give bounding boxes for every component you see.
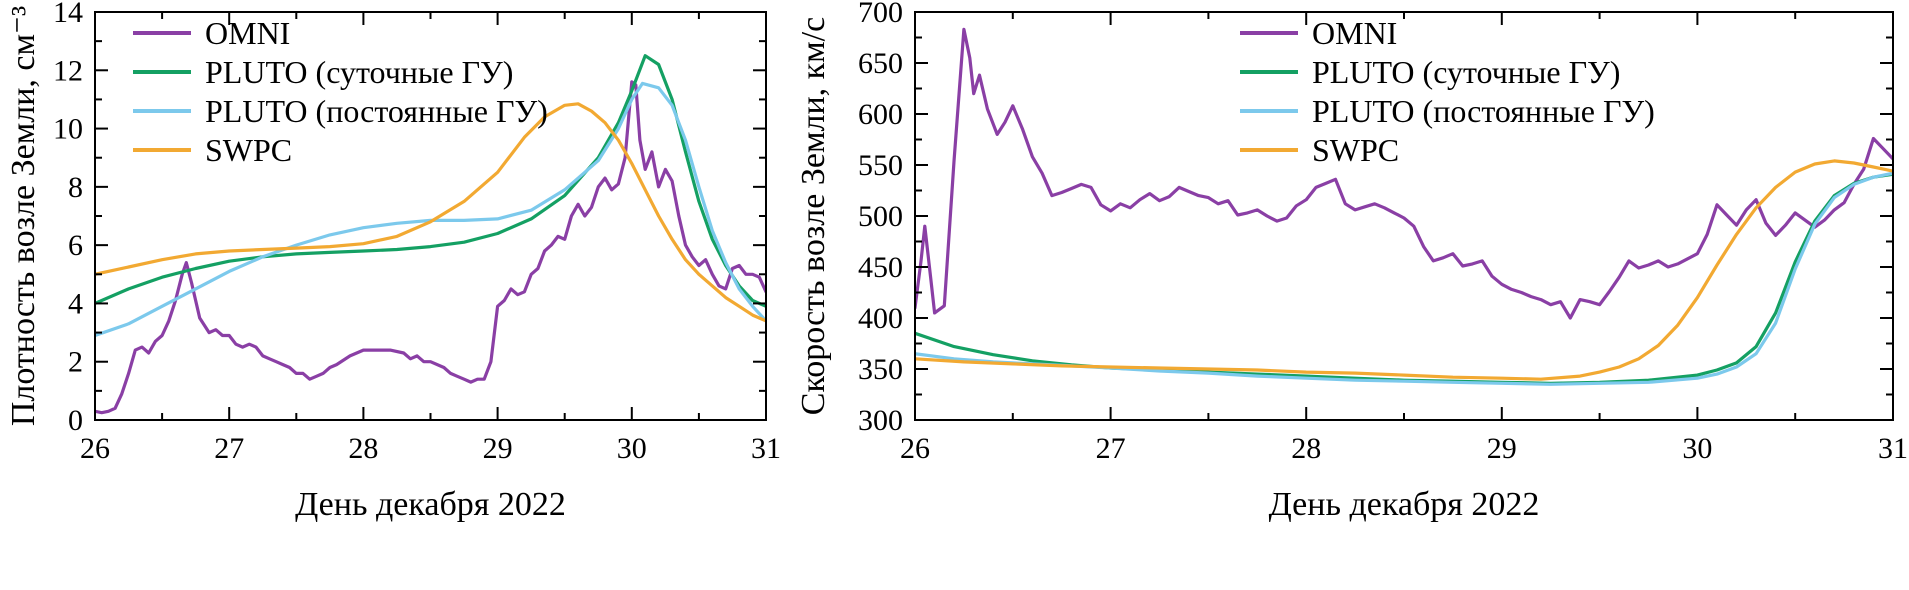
x-tick-label: 26 [80,432,110,465]
legend-item-pluto-const: PLUTO (постоянные ГУ) [1240,93,1655,129]
legend-label-pluto-daily: PLUTO (суточные ГУ) [205,54,513,90]
series-line-pluto-const [95,81,766,338]
series-line-omni [915,27,1893,320]
y-axis-title: Скорость возле Земли, км/с [795,17,832,415]
density-chart: 26 27 28 29 30 31 0 2 4 6 8 10 12 14 День декабря 2022… [5,0,781,523]
legend-label-omni: OMNI [1312,15,1397,51]
y-tick-label: 700 [858,0,903,29]
y-tick-label: 2 [68,346,83,379]
x-tick-label: 31 [1878,432,1908,465]
series-line-pluto-const [915,171,1893,386]
x-tick-label: 30 [617,432,647,465]
y-tick-label: 10 [53,113,83,146]
x-tick-label: 27 [1096,432,1126,465]
x-tick-label: 28 [348,432,378,465]
legend-label-swpc: SWPC [205,132,292,168]
x-tick-label: 29 [1487,432,1517,465]
y-tick-label: 14 [53,0,83,29]
legend-label-pluto-const: PLUTO (постоянные ГУ) [205,93,548,129]
axis-tick-labels: 26 27 28 29 30 31 300 350 400 450 500 550 600 650 700 [858,0,1908,465]
x-tick-label: 28 [1291,432,1321,465]
x-tick-label: 29 [483,432,513,465]
legend-label-pluto-daily: PLUTO (суточные ГУ) [1312,54,1620,90]
y-tick-label: 300 [858,404,903,437]
legend-label-omni: OMNI [205,15,290,51]
series-group [915,27,1893,386]
series-line-swpc [915,159,1893,381]
legend-item-swpc: SWPC [1240,132,1399,168]
y-tick-label: 400 [858,302,903,335]
y-tick-label: 500 [858,200,903,233]
x-tick-label: 30 [1682,432,1712,465]
x-tick-label: 27 [214,432,244,465]
y-tick-label: 350 [858,353,903,386]
legend-item-pluto-daily: PLUTO (суточные ГУ) [133,54,513,90]
y-tick-label: 8 [68,171,83,204]
y-tick-label: 4 [68,287,83,320]
series-line-swpc [95,102,766,323]
legend-item-omni: OMNI [133,15,290,51]
y-tick-label: 0 [68,404,83,437]
legend-item-pluto-const: PLUTO (постоянные ГУ) [133,93,548,129]
x-tick-label: 31 [751,432,781,465]
x-tick-label: 26 [900,432,930,465]
speed-panel: 26 27 28 29 30 31 300 350 400 450 500 550 600 650 700 Д… [790,0,1909,590]
x-axis-title: День декабря 2022 [295,486,566,523]
density-panel: 26 27 28 29 30 31 0 2 4 6 8 10 12 14 День декабря 2022… [0,0,790,590]
x-axis-title: День декабря 2022 [1269,486,1540,523]
y-tick-label: 650 [858,47,903,80]
y-tick-label: 600 [858,98,903,131]
axis-tick-labels: 26 27 28 29 30 31 0 2 4 6 8 10 12 14 [53,0,781,465]
legend-item-pluto-daily: PLUTO (суточные ГУ) [1240,54,1620,90]
y-axis-title: Плотность возле Земли, см⁻³ [5,6,42,426]
legend-item-omni: OMNI [1240,15,1397,51]
y-tick-label: 550 [858,149,903,182]
y-tick-label: 12 [53,54,83,87]
legend-label-swpc: SWPC [1312,132,1399,168]
y-tick-label: 6 [68,229,83,262]
series-line-pluto-daily [915,172,1893,385]
y-tick-label: 450 [858,251,903,284]
series-group [95,54,766,415]
axis-ticks [914,11,1894,421]
legend-item-swpc: SWPC [133,132,292,168]
axis-ticks [94,11,767,421]
series-line-omni [95,80,766,415]
legend-label-pluto-const: PLUTO (постоянные ГУ) [1312,93,1655,129]
speed-chart: 26 27 28 29 30 31 300 350 400 450 500 550 600 650 700 Д… [795,0,1908,523]
series-line-pluto-daily [95,54,766,308]
